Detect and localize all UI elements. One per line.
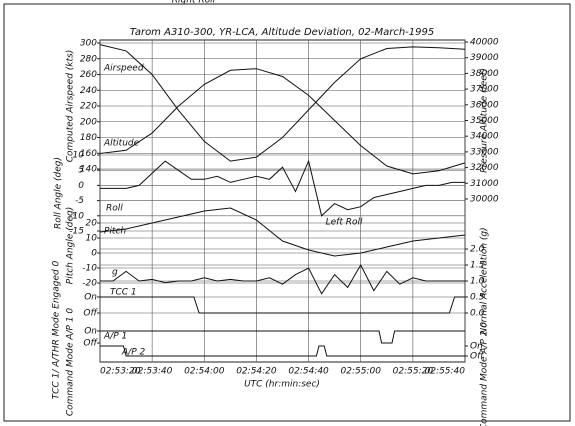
plot-frame [99, 39, 466, 363]
y-tick-label: 10 [73, 151, 85, 161]
chart-title: Tarom A310-300, YR-LCA, Altitude Deviati… [130, 27, 434, 38]
axis-title: Normal Acceleration (g) [480, 227, 490, 334]
x-tick-label: 02:55:40 [425, 367, 466, 377]
y-tick-label: 38000 [470, 69, 499, 79]
y-tick-label: 200 [80, 117, 97, 127]
x-tick-label: 02:54:20 [236, 367, 277, 377]
y-tick-label: 35000 [470, 116, 499, 126]
y-tick-label: 0 [91, 249, 97, 259]
x-tick-label: 02:55:00 [341, 367, 382, 377]
series-label: A/P 1 [103, 332, 127, 342]
y-tick-label: 0.5 [470, 293, 485, 303]
series-line [99, 207, 466, 257]
series-label: g [112, 268, 118, 278]
series-label: TCC 1 [110, 288, 137, 298]
y-tick-label: 20 [86, 219, 98, 229]
y-tick-label: 40000 [470, 38, 499, 48]
x-tick-label: 02:54:00 [184, 367, 225, 377]
y-tick-label: 0.0 [470, 309, 485, 319]
axis-title: Computed Airspeed (kts) [66, 50, 76, 162]
series-line [100, 345, 465, 357]
series-line [100, 296, 465, 314]
y-tick-label: On [470, 342, 483, 352]
series-line [100, 330, 465, 344]
series-line [99, 44, 466, 162]
y-tick-label: 34000 [470, 132, 499, 142]
y-tick-label: -10 [69, 211, 84, 221]
y-tick-label: Off [470, 352, 485, 362]
annotation: Right Roll [172, 0, 216, 6]
y-tick-label: 32000 [470, 163, 499, 173]
x-axis-title: UTC (hr:min:sec) [244, 380, 320, 390]
y-tick-label: -15 [69, 227, 84, 237]
page-border [3, 3, 571, 422]
y-tick-label: 30000 [470, 195, 499, 205]
axis-title: Command Mode A/P 2 0 [480, 322, 490, 426]
y-tick-label: Off [83, 309, 98, 319]
y-tick-label: 2.0 [470, 245, 485, 255]
y-tick-label: -20 [82, 279, 97, 289]
series-label: Roll [106, 204, 123, 214]
y-tick-label: 300 [80, 39, 97, 49]
y-tick-label: -5 [75, 196, 84, 206]
y-tick-label: 260 [80, 70, 97, 80]
x-tick-label: 02:53:20 [100, 367, 141, 377]
y-tick-label: 180 [80, 133, 97, 143]
series-line [99, 68, 466, 175]
y-tick-label: 1.0 [470, 277, 485, 287]
y-tick-label: 220 [80, 102, 97, 112]
series-label: Airspeed [103, 64, 144, 74]
y-tick-label: -10 [82, 264, 97, 274]
y-tick-label: On [84, 327, 97, 337]
x-tick-label: 02:55:20 [393, 367, 434, 377]
y-tick-label: 33000 [470, 147, 499, 157]
y-tick-label: 37000 [470, 85, 499, 95]
series-line [100, 263, 465, 295]
y-tick-label: Off [83, 339, 98, 349]
y-tick-label: 39000 [470, 53, 499, 63]
y-tick-label: 160 [80, 149, 97, 159]
series-label: Altitude [103, 139, 140, 149]
series-label: Pitch [104, 227, 126, 237]
y-tick-label: 0 [78, 181, 84, 191]
axis-title: TCC 1/ A/THR Mode Engaged 0 [52, 260, 62, 399]
y-tick-label: 280 [80, 54, 97, 64]
axis-title: Pitch Angle (deg) [66, 207, 76, 284]
y-tick-label: 140 [80, 165, 97, 175]
y-tick-label: 5 [78, 166, 84, 176]
x-tick-label: 02:53:40 [132, 367, 173, 377]
y-tick-label: 31000 [470, 179, 499, 189]
series-label: A/P 2 [121, 348, 145, 358]
y-tick-label: On [84, 293, 97, 303]
axis-title: Pressure Altitude (feet) [480, 68, 490, 173]
annotation: Left Roll [326, 217, 363, 227]
x-tick-label: 02:54:40 [288, 367, 329, 377]
axis-title: Roll Angle (deg) [54, 157, 64, 229]
y-tick-label: 1.5 [470, 261, 485, 271]
y-tick-label: 240 [80, 86, 97, 96]
y-tick-label: 10 [86, 234, 98, 244]
series-line [100, 159, 465, 217]
y-tick-label: 36000 [470, 100, 499, 110]
axis-title: Command Mode A/P 1 0 [66, 308, 76, 417]
